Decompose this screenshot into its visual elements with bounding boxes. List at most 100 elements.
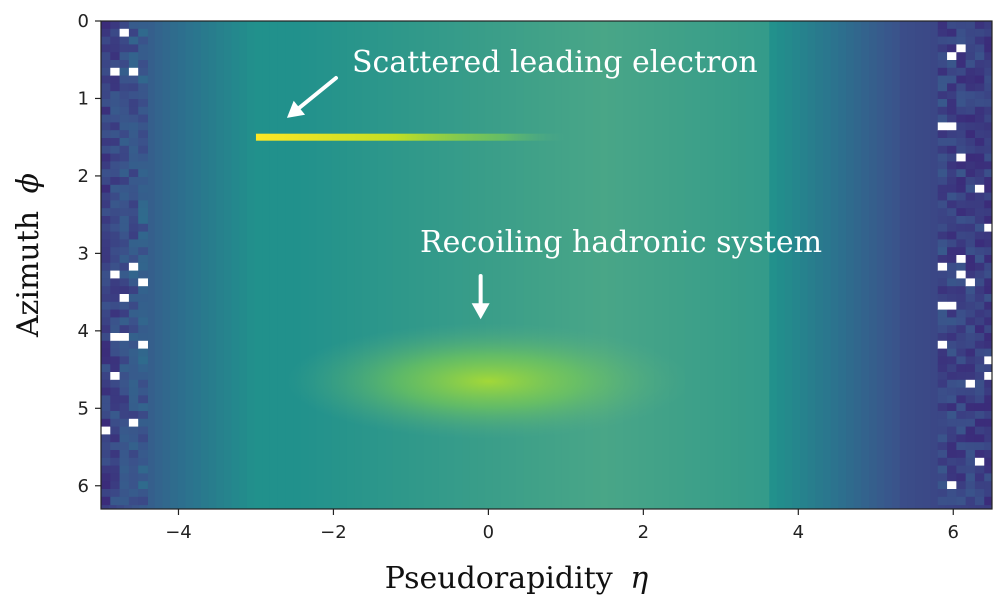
heatmap-edge-cell <box>974 481 985 490</box>
heatmap-edge-cell <box>965 200 976 209</box>
heatmap-edge-cell <box>937 481 948 490</box>
heatmap-edge-cell <box>947 231 957 240</box>
heatmap-edge-cell <box>937 161 948 170</box>
heatmap-edge-cell <box>947 372 957 381</box>
heatmap-edge-cell <box>128 21 139 30</box>
heatmap-edge-cell <box>110 44 121 53</box>
heatmap-edge-cell <box>128 247 139 256</box>
heatmap-edge-cell <box>965 348 976 357</box>
heatmap-edge-cell <box>965 75 976 84</box>
heatmap-edge-cell <box>947 247 957 256</box>
heatmap-edge-cell <box>937 364 948 373</box>
heatmap-edge-cell <box>947 481 957 490</box>
x-tick-label: 0 <box>483 522 494 543</box>
heatmap-edge-cell <box>937 216 948 225</box>
heatmap-edge-cell <box>138 122 148 131</box>
heatmap-edge-cell <box>965 130 976 139</box>
heatmap-edge-cell <box>965 83 976 92</box>
heatmap-edge-cell <box>119 255 130 264</box>
heatmap-edge-cell <box>138 192 148 201</box>
heatmap-edge-cell <box>937 122 948 131</box>
heatmap-edge-cell <box>984 223 992 233</box>
heatmap-edge-cell <box>119 317 130 326</box>
heatmap-edge-cell <box>956 278 967 287</box>
heatmap-edge-cell <box>138 387 148 396</box>
heatmap-edge-cell <box>937 473 948 482</box>
heatmap-column <box>223 21 233 509</box>
heatmap-edge-cell <box>937 333 948 342</box>
heatmap-edge-cell <box>119 231 130 240</box>
heatmap-edge-cell <box>128 348 139 357</box>
heatmap-edge-cell <box>984 99 992 108</box>
heatmap-edge-cell <box>947 426 957 435</box>
heatmap-edge-cell <box>937 418 948 428</box>
heatmap-column <box>316 21 325 509</box>
heatmap-column <box>454 21 463 509</box>
heatmap-column <box>761 21 770 509</box>
heatmap-edge-cell <box>965 489 976 498</box>
heatmap-edge-cell <box>937 286 948 295</box>
heatmap-edge-cell <box>956 403 967 412</box>
heatmap-edge-cell <box>965 309 976 318</box>
heatmap-edge-cell <box>101 294 111 303</box>
heatmap-column <box>508 21 517 509</box>
heatmap-edge-cell <box>974 223 985 233</box>
heatmap-column <box>177 21 187 509</box>
heatmap-column <box>469 21 478 509</box>
heatmap-edge-cell <box>101 450 111 459</box>
heatmap-edge-cell <box>947 450 957 459</box>
heatmap-edge-cell <box>119 356 130 365</box>
heatmap-edge-cell <box>110 122 121 131</box>
heatmap-edge-cell <box>937 184 948 194</box>
heatmap-edge-cell <box>965 153 976 162</box>
heatmap-edge-cell <box>984 239 992 248</box>
heatmap-edge-cell <box>101 340 111 350</box>
heatmap-column <box>584 21 594 509</box>
heatmap-edge-cell <box>937 340 948 350</box>
heatmap-edge-cell <box>110 379 121 389</box>
heatmap-edge-cell <box>138 153 148 162</box>
heatmap-edge-cell <box>937 465 948 474</box>
heatmap-edge-cell <box>101 200 111 209</box>
heatmap-edge-cell <box>110 177 121 186</box>
hadronic-arrow-head <box>471 303 490 320</box>
heatmap-edge-cell <box>128 395 139 404</box>
heatmap-column <box>346 21 356 509</box>
heatmap-edge-cell <box>974 489 985 498</box>
heatmap-edge-cell <box>974 465 985 474</box>
heatmap-edge-cell <box>101 153 111 162</box>
heatmap-edge-cell <box>947 28 957 38</box>
heatmap-edge-cell <box>947 91 957 100</box>
heatmap-edge-cell <box>101 192 111 201</box>
heatmap-edge-cell <box>110 223 121 233</box>
heatmap-edge-cell <box>947 278 957 287</box>
heatmap-edge-cell <box>101 278 111 287</box>
heatmap-edge-cell <box>937 278 948 287</box>
heatmap-edge-cell <box>956 465 967 474</box>
heatmap-edge-cell <box>974 364 985 373</box>
heatmap-edge-cell <box>974 99 985 108</box>
heatmap-column <box>730 21 740 509</box>
heatmap-edge-cell <box>947 473 957 482</box>
heatmap-edge-cell <box>101 247 111 256</box>
heatmap-edge-cell <box>965 231 976 240</box>
heatmap-column <box>208 21 217 509</box>
heatmap-edge-cell <box>101 270 111 279</box>
heatmap-edge-cell <box>119 411 130 420</box>
heatmap-edge-cell <box>101 489 111 498</box>
heatmap-edge-cell <box>965 450 976 459</box>
heatmap-edge-cell <box>101 161 111 170</box>
heatmap-edge-cell <box>119 161 130 170</box>
heatmap-edge-cell <box>138 403 148 412</box>
heatmap-edge-cell <box>138 161 148 170</box>
heatmap-edge-cell <box>119 106 130 116</box>
heatmap-edge-cell <box>937 99 948 108</box>
heatmap-edge-cell <box>956 340 967 350</box>
heatmap-edge-cell <box>937 247 948 256</box>
heatmap-edge-cell <box>965 223 976 233</box>
heatmap-edge-cell <box>984 481 992 490</box>
heatmap-edge-cell <box>138 426 148 435</box>
heatmap-column <box>922 21 932 509</box>
heatmap-edge-cell <box>984 317 992 326</box>
heatmap-edge-cell <box>138 67 148 77</box>
